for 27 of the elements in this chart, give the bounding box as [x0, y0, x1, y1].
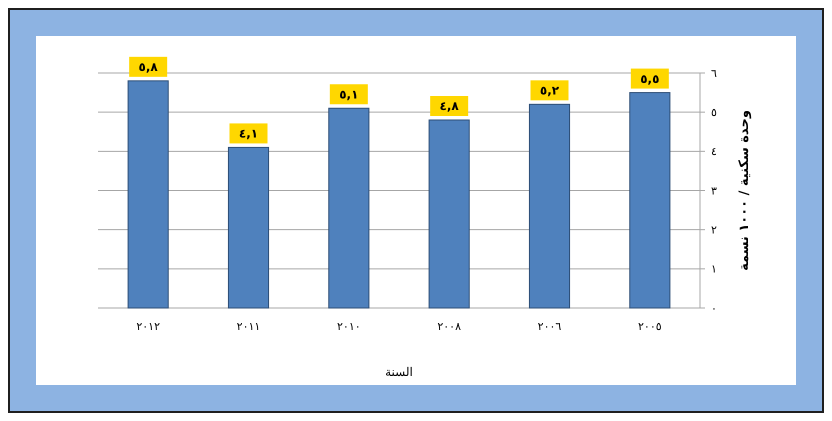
y-tick-label: ٦	[711, 66, 718, 80]
data-label: ٤,١	[238, 126, 258, 141]
y-tick-label: ٣	[711, 184, 718, 198]
bar	[328, 108, 370, 308]
x-tick-label: ٢٠١١	[236, 320, 260, 333]
bar	[528, 104, 570, 308]
bar	[228, 146, 270, 308]
y-tick-label: ٤	[711, 145, 718, 158]
bar	[428, 120, 470, 308]
x-tick-label: ٢٠١٠	[337, 320, 361, 333]
bar	[128, 80, 169, 308]
y-tick-label: ١	[711, 262, 717, 276]
data-label: ٥,٨	[138, 60, 158, 74]
data-label: ٥,٢	[540, 84, 560, 98]
x-tick-label: ٢٠٠٦	[538, 320, 562, 333]
data-label: ٥,٥	[640, 72, 660, 86]
y-axis-title: وحدة سكنية / ١٠٠٠ نسمة	[737, 110, 752, 271]
y-tick-label: ٥	[711, 106, 718, 120]
x-tick-label: ٢٠١٢	[136, 320, 160, 333]
x-tick-label: ٢٠٠٨	[437, 320, 462, 333]
data-label: ٥,١	[339, 87, 358, 102]
y-tick-label: ٢	[711, 224, 718, 237]
bar	[629, 92, 670, 308]
data-label: ٤,٨	[440, 99, 460, 114]
y-tick-label: ٠	[711, 302, 717, 315]
x-tick-label: ٢٠٠٥	[638, 320, 662, 333]
x-axis-title: السنة	[385, 365, 413, 379]
